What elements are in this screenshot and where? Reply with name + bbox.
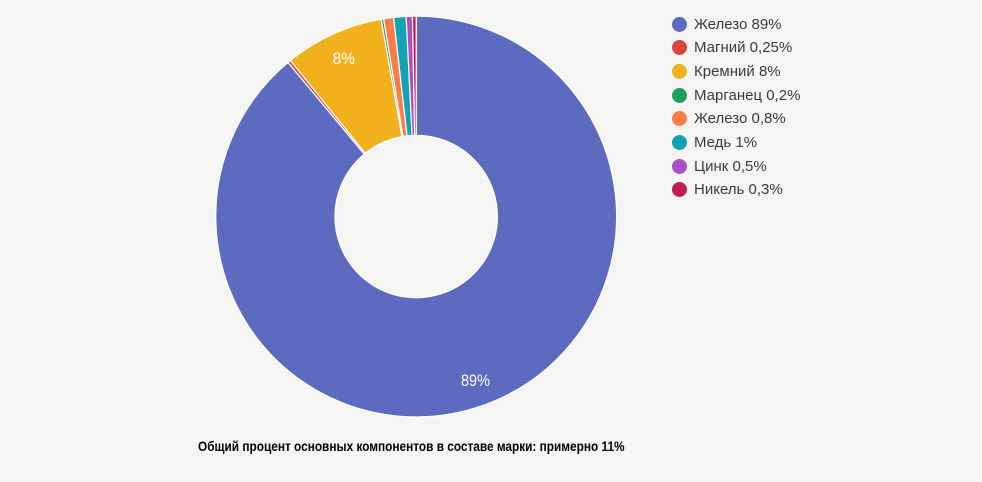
svg-text:89%: 89%	[461, 371, 490, 390]
svg-text:Общий процент основных компоне: Общий процент основных компонентов в сос…	[198, 438, 625, 454]
svg-text:8%: 8%	[333, 49, 355, 68]
